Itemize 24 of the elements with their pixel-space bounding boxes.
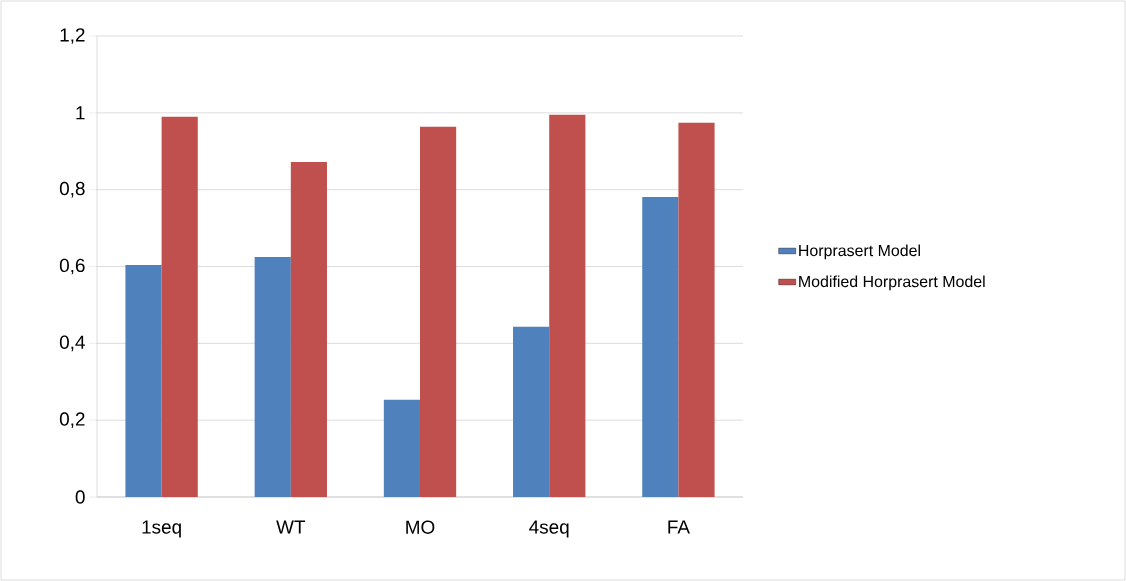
x-tick-label: 1seq [142, 520, 181, 538]
legend-label: Horprasert Model [799, 244, 920, 260]
y-tick-label: 1 [76, 106, 85, 120]
bar [642, 196, 679, 497]
bar [678, 122, 715, 497]
bar [383, 399, 420, 497]
y-tick-label: 0,6 [59, 258, 85, 275]
bar [549, 114, 586, 497]
bar [254, 256, 291, 497]
x-tick-label: MO [406, 520, 435, 534]
bar [125, 264, 162, 497]
y-tick-label: 0,4 [59, 335, 85, 352]
bar [513, 326, 550, 497]
x-tick-label: WT [276, 520, 306, 534]
y-tick-label: 0,8 [59, 181, 85, 198]
y-tick-label: 0 [75, 490, 85, 504]
x-tick-label: 4seq [529, 520, 569, 538]
bar [290, 162, 327, 497]
bar [420, 126, 457, 497]
y-tick-label: 1,2 [60, 28, 85, 44]
legend-label: Modified Horprasert Model [799, 275, 985, 291]
x-tick-label: FA [668, 520, 690, 534]
y-tick-label: 0,2 [59, 412, 85, 428]
bar [161, 116, 198, 497]
